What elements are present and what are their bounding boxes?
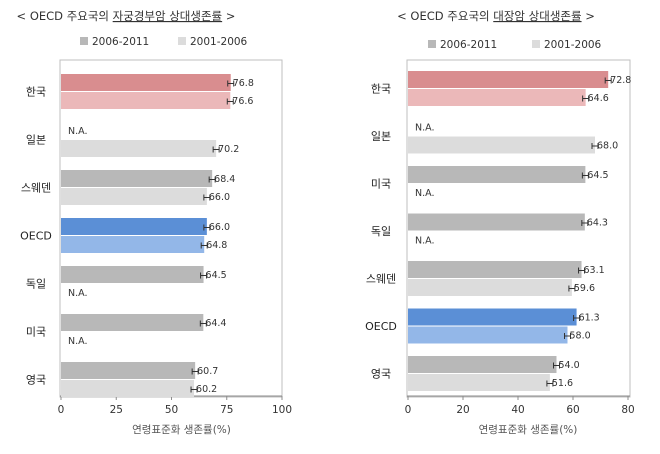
x-tick-label: 0 bbox=[405, 404, 412, 416]
bar-series-1 bbox=[408, 308, 577, 326]
data-label: 58.0 bbox=[570, 331, 591, 342]
data-label: 64.8 bbox=[206, 240, 227, 251]
legend-label-series-2: 2001-2006 bbox=[544, 39, 602, 51]
na-label: N.A. bbox=[415, 188, 434, 199]
legend-swatch-series-2 bbox=[178, 37, 186, 45]
data-label: 66.0 bbox=[209, 222, 230, 233]
category-label: 스웨덴 bbox=[21, 182, 51, 195]
chart-title: < OECD 주요국의 자궁경부암 상대생존률 > bbox=[17, 9, 236, 23]
bar-series-1 bbox=[61, 170, 213, 187]
legend-swatch-series-1 bbox=[428, 40, 436, 48]
category-label: OECD bbox=[365, 320, 397, 333]
chart-title-highlight: 대장암 상대생존률 bbox=[493, 9, 581, 23]
category-label: 미국 bbox=[26, 326, 46, 339]
data-label: 64.5 bbox=[206, 270, 227, 281]
category-label: OECD bbox=[20, 230, 52, 243]
legend-swatch-series-2 bbox=[532, 40, 540, 48]
category-label: 독일 bbox=[371, 224, 391, 238]
bar-series-1 bbox=[408, 71, 609, 88]
na-label: N.A. bbox=[68, 126, 87, 137]
legend-label-series-2: 2001-2006 bbox=[190, 36, 248, 48]
data-label: 60.2 bbox=[196, 384, 217, 395]
bar-series-1 bbox=[408, 261, 582, 278]
data-label: 72.8 bbox=[610, 75, 631, 86]
category-label: 스웨덴 bbox=[366, 273, 396, 286]
data-label: 61.3 bbox=[579, 313, 600, 324]
bar-series-1 bbox=[61, 74, 231, 91]
bar-series-2 bbox=[408, 136, 595, 154]
na-label: N.A. bbox=[415, 123, 434, 134]
bar-series-2 bbox=[61, 380, 195, 397]
bar-series-1 bbox=[61, 362, 196, 379]
bar-series-1 bbox=[61, 218, 207, 235]
bar-series-1 bbox=[61, 314, 204, 331]
category-label: 영국 bbox=[26, 374, 46, 387]
bar-series-2 bbox=[61, 188, 207, 205]
chart-title-suffix: > bbox=[222, 9, 235, 23]
bar-series-2 bbox=[61, 236, 205, 253]
bar-series-2 bbox=[408, 326, 568, 344]
x-tick-label: 75 bbox=[220, 404, 233, 416]
bar-series-2 bbox=[408, 89, 586, 106]
data-label: 68.0 bbox=[597, 141, 618, 152]
x-tick-label: 25 bbox=[110, 404, 123, 416]
bar-series-2 bbox=[408, 279, 572, 296]
bar-series-1 bbox=[408, 356, 557, 373]
bar-series-1 bbox=[61, 266, 204, 283]
chart-title-prefix: < OECD 주요국의 bbox=[17, 9, 113, 23]
data-label: 64.6 bbox=[588, 93, 609, 104]
legend-swatch-series-1 bbox=[80, 37, 88, 45]
bar-series-1 bbox=[408, 166, 586, 183]
legend-label-series-1: 2006-2011 bbox=[440, 39, 497, 51]
na-label: N.A. bbox=[68, 336, 87, 347]
data-label: 76.8 bbox=[233, 78, 254, 89]
x-tick-label: 100 bbox=[272, 404, 292, 416]
data-label: 76.6 bbox=[232, 96, 253, 107]
bar-series-1 bbox=[408, 213, 585, 231]
data-label: 70.2 bbox=[218, 144, 239, 155]
x-tick-label: 60 bbox=[566, 404, 579, 416]
bar-series-2 bbox=[61, 140, 217, 157]
x-tick-label: 50 bbox=[165, 404, 178, 416]
x-tick-label: 0 bbox=[58, 404, 65, 416]
chart-title: < OECD 주요국의 대장암 상대생존률 > bbox=[397, 9, 595, 23]
data-label: 64.4 bbox=[205, 318, 226, 329]
data-label: 59.6 bbox=[574, 283, 595, 294]
data-label: 68.4 bbox=[214, 174, 235, 185]
na-label: N.A. bbox=[415, 236, 434, 247]
category-label: 일본 bbox=[26, 133, 46, 147]
data-label: 64.3 bbox=[587, 218, 608, 229]
data-label: 66.0 bbox=[209, 192, 230, 203]
bar-series-2 bbox=[61, 92, 231, 109]
x-tick-label: 80 bbox=[621, 404, 634, 416]
category-label: 미국 bbox=[371, 178, 391, 191]
chart-title-prefix: < OECD 주요국의 bbox=[397, 9, 493, 23]
x-axis-label: 연령표준화 생존률(%) bbox=[479, 424, 578, 436]
category-label: 영국 bbox=[371, 368, 391, 381]
x-axis-label: 연령표준화 생존률(%) bbox=[132, 424, 231, 436]
data-label: 60.7 bbox=[197, 366, 218, 377]
x-tick-label: 40 bbox=[511, 404, 524, 416]
data-label: 64.5 bbox=[587, 170, 608, 181]
data-label: 51.6 bbox=[552, 378, 573, 389]
category-label: 독일 bbox=[26, 277, 46, 291]
data-label: 54.0 bbox=[559, 360, 580, 371]
na-label: N.A. bbox=[68, 288, 87, 299]
chart-title-highlight: 자궁경부암 상대생존률 bbox=[113, 9, 222, 23]
category-label: 한국 bbox=[371, 83, 391, 96]
category-label: 일본 bbox=[371, 129, 391, 143]
x-tick-label: 20 bbox=[456, 404, 469, 416]
bar-series-2 bbox=[408, 374, 550, 391]
chart-title-suffix: > bbox=[582, 9, 595, 23]
legend-label-series-1: 2006-2011 bbox=[92, 36, 149, 48]
data-label: 63.1 bbox=[584, 265, 605, 276]
category-label: 한국 bbox=[26, 86, 46, 99]
